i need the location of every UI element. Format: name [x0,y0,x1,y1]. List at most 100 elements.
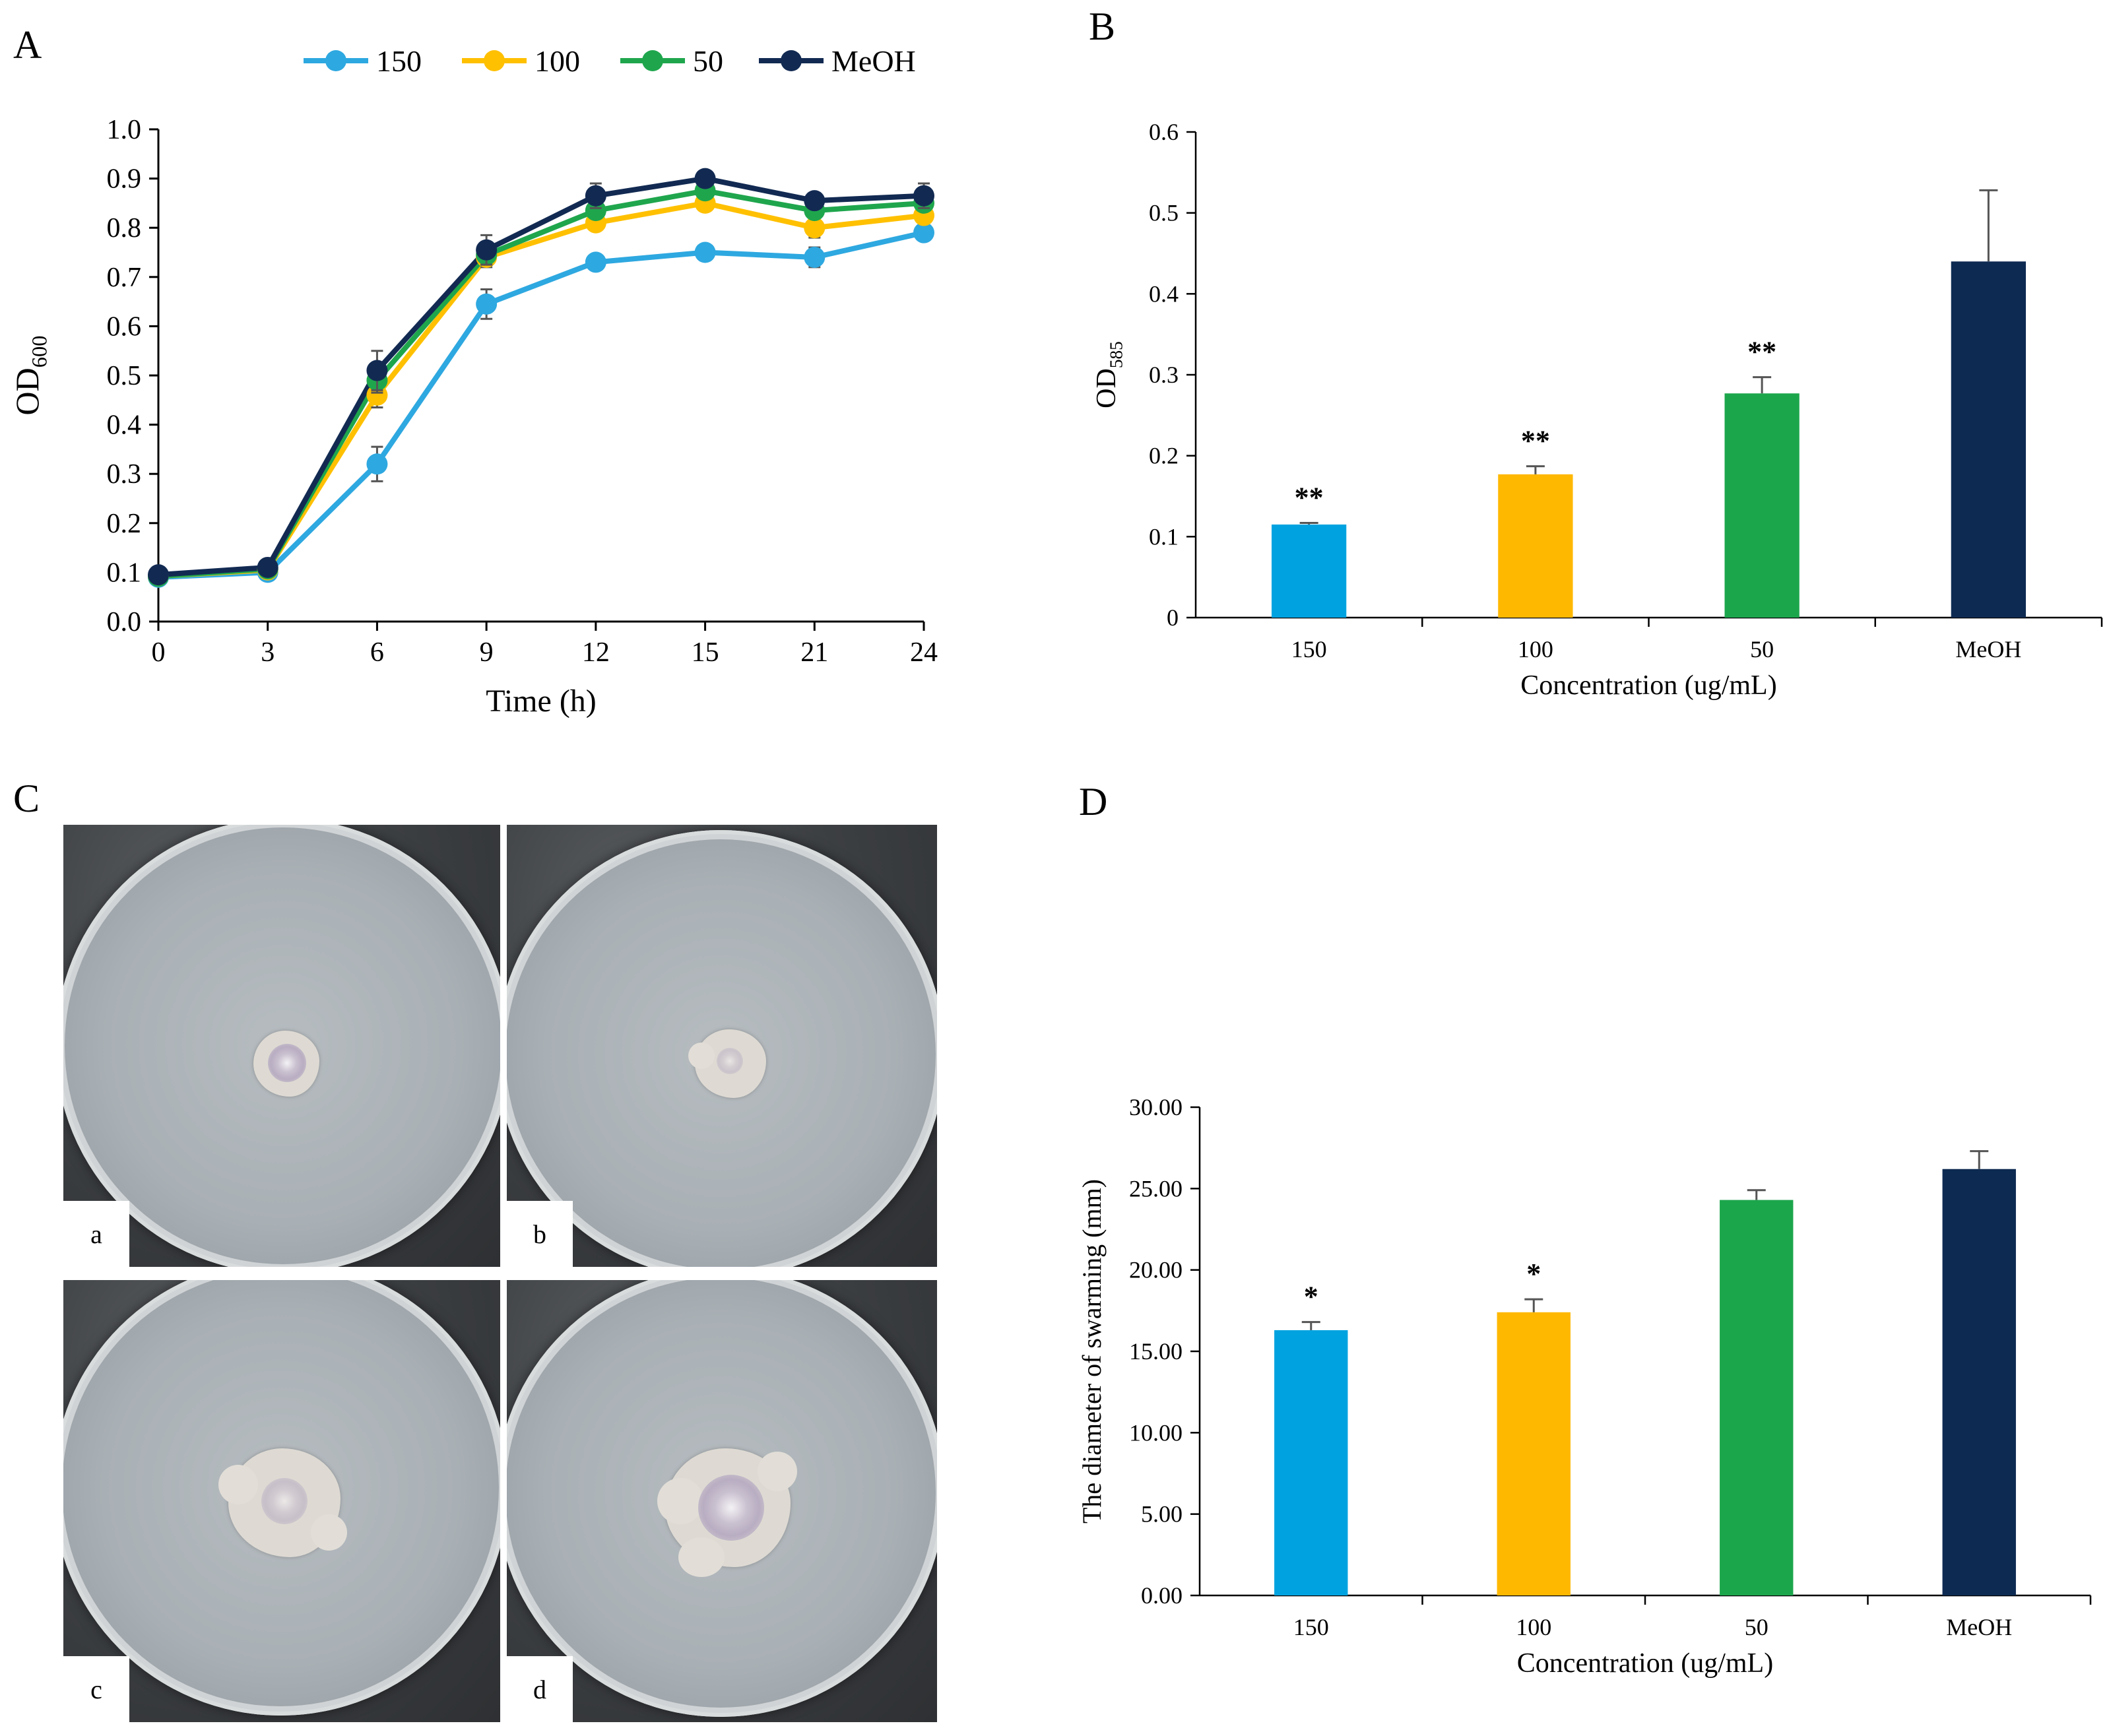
significance-marker: * [1526,1258,1541,1290]
plate-photo-b: b [507,825,937,1267]
data-point-150 [804,246,826,268]
bar-100 [1498,474,1573,618]
panel-letter-a: A [13,23,42,67]
plate-photo-c: c [63,1280,500,1722]
plate-label-b: b [507,1201,573,1267]
legend-marker-50 [642,50,663,71]
y-tick-label: 0.9 [107,164,142,195]
significance-marker: ** [1295,481,1324,513]
bar-150 [1274,1330,1348,1595]
legend-label-50: 50 [693,44,723,78]
colony-center [268,1044,306,1082]
data-point-MeOH [913,185,934,207]
colony-lobe [218,1465,258,1504]
data-point-150 [366,453,388,475]
colony-lobe [678,1537,725,1577]
y-tick-label: 0.6 [107,311,142,342]
y-tick-label: 0.5 [1149,200,1179,226]
y-tick-label: 0.0 [107,607,142,637]
data-point-100 [804,217,826,239]
y-tick-label: 0.1 [107,558,142,588]
data-point-150 [585,251,606,273]
x-tick-label: 50 [1750,636,1774,662]
data-point-150 [476,293,498,315]
bar-50 [1720,1200,1794,1595]
data-point-MeOH [694,168,716,189]
significance-marker: ** [1521,425,1550,457]
chart-d-bar: 0.00 5.00 10.00 15.00 20.00 25.00 30.00 * 150 * 10… [1077,1094,2092,1679]
y-tick-label: 0.00 [1141,1582,1183,1609]
colony-center [261,1478,308,1524]
data-point-150 [913,222,934,243]
significance-marker: * [1304,1281,1318,1313]
y-tick-label: 0.2 [1149,443,1179,469]
series-line-150 [158,230,925,580]
data-point-150 [694,241,716,263]
legend-label-100: 100 [535,44,580,78]
x-tick-label: 3 [261,637,275,668]
x-axis-title: Concentration (ug/mL) [1520,670,1776,701]
bar-50 [1724,393,1800,618]
legend-label-MeOH: MeOH [831,44,916,78]
y-tick-label: 0.8 [107,213,142,243]
x-tick-label: 21 [800,637,828,668]
y-tick-label: 5.00 [1141,1501,1183,1527]
x-tick-label: 50 [1745,1614,1768,1640]
x-tick-label: 9 [480,637,494,668]
y-tick-label: 15.00 [1129,1338,1183,1365]
plate-label-a: a [63,1201,129,1267]
x-tick-label: 150 [1293,1614,1329,1640]
y-tick-label: 0 [1167,604,1179,631]
data-point-MeOH [804,190,826,212]
x-tick-label: 6 [370,637,384,668]
y-tick-label: 0.2 [107,509,142,539]
plate-photo-d: d [507,1280,937,1722]
colony-lobe [758,1452,797,1491]
colony-center [698,1475,764,1541]
x-tick-label: 0 [152,637,166,668]
y-tick-label: 0.4 [1149,280,1179,307]
bar-MeOH [1942,1169,2016,1595]
y-tick-label: 10.00 [1129,1419,1183,1446]
x-axis-title: Time (h) [486,684,597,719]
x-tick-label: 12 [582,637,610,668]
plate-photo-a: a [63,825,500,1267]
y-axis-title: The diameter of swarming (mm) [1077,1179,1107,1524]
significance-marker: ** [1747,336,1776,368]
legend-marker-150 [325,50,346,71]
y-tick-label: 1.0 [107,115,142,145]
y-tick-label: 0.3 [1149,362,1179,388]
y-axis-title: OD600 [9,336,52,416]
x-tick-label: 150 [1291,636,1327,662]
y-axis-title: OD585 [1091,341,1126,408]
y-tick-label: 0.5 [107,361,142,391]
panel-letter-c: C [13,777,40,820]
data-point-MeOH [257,556,278,578]
x-tick-label: 24 [910,637,938,668]
y-tick-label: 0.3 [107,459,142,490]
data-point-MeOH [148,564,169,586]
plate-label-d: d [507,1656,573,1722]
colony-center [717,1048,743,1074]
colony-lobe [311,1514,347,1551]
legend-label-150: 150 [376,44,422,78]
y-tick-label: 30.00 [1129,1094,1183,1120]
bar-100 [1497,1312,1571,1595]
x-tick-label: 100 [1518,636,1553,662]
y-tick-label: 0.7 [107,263,142,293]
y-tick-label: 25.00 [1129,1175,1183,1202]
colony-lobe [688,1043,715,1069]
y-tick-label: 20.00 [1129,1257,1183,1283]
series-line-MeOH [158,176,925,578]
colony-lobe [657,1478,703,1524]
x-tick-label: 15 [692,637,719,668]
y-tick-label: 0.6 [1149,119,1179,145]
data-point-MeOH [476,239,498,261]
bar-150 [1271,524,1347,618]
legend-marker-100 [484,50,505,71]
x-tick-label: MeOH [1955,636,2021,662]
y-tick-label: 0.1 [1149,523,1179,550]
data-point-MeOH [585,185,606,207]
panel-letter-b: B [1089,5,1115,48]
